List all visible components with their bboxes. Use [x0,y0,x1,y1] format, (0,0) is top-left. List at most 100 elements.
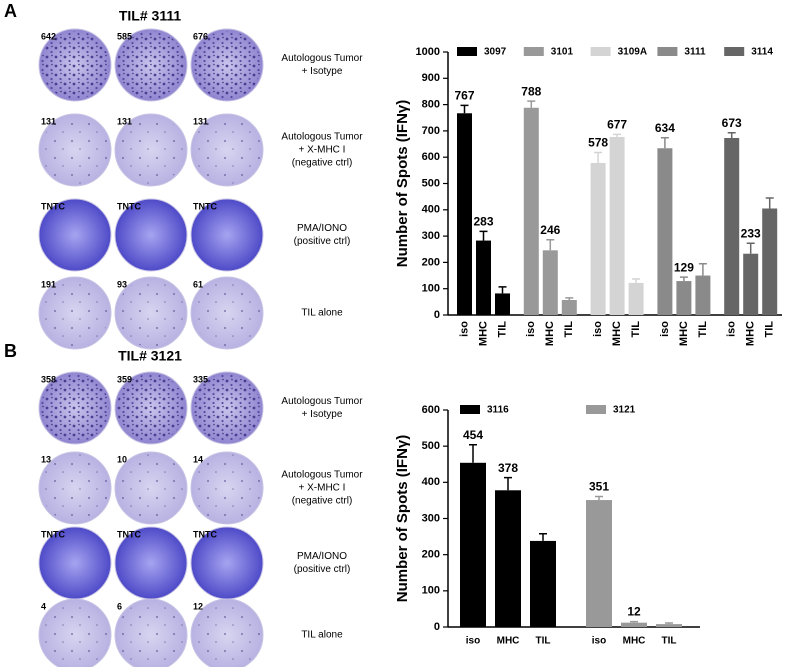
row-label: + Isotype [302,409,343,420]
legend-swatch [724,47,745,56]
error-bar [469,443,477,463]
y-tick-label: 300 [422,512,440,524]
well-spots [117,279,185,347]
bar [762,208,778,315]
error-bar [765,197,774,209]
x-tick-label: MHC [678,321,690,346]
error-bar [565,297,574,301]
error-bar [632,278,641,283]
x-tick-label: MHC [611,321,623,346]
error-bar [698,262,707,276]
row-label: (negative ctrl) [292,158,353,169]
value-label: 677 [607,117,627,131]
x-tick-label: iso [726,321,738,337]
x-tick-label: MHC [544,321,556,346]
x-tick-label: TIL [563,321,575,338]
panel-title: TIL# 3121 [118,348,182,364]
bar [542,250,558,315]
well-count: TNTC [117,529,141,539]
bar [724,138,740,315]
legend-swatch [523,47,544,56]
bar [695,275,711,315]
well-count: 358 [41,374,56,384]
value-label: 12 [627,605,641,619]
bar [457,113,472,316]
legend-swatch [590,47,611,56]
value-label: 788 [521,84,541,98]
bar [460,462,486,627]
value-label: 634 [655,121,675,135]
well-spots [41,454,109,522]
error-bar [594,151,603,163]
bar [495,293,510,315]
value-label: 129 [674,260,694,274]
row-label: (negative ctrl) [292,496,353,507]
bar [586,500,612,627]
well-count: 10 [117,454,127,464]
error-bar [727,131,736,139]
legend-label: 3097 [484,47,507,58]
well [190,198,264,272]
value-label: 351 [589,480,609,494]
x-tick-label: iso [592,321,604,337]
panel-label: B [4,341,17,361]
error-bar [665,622,673,625]
x-tick-label: TIL [764,321,776,338]
y-tick-label: 0 [434,621,440,633]
y-tick-label: 600 [422,404,440,416]
y-tick-label: 400 [422,204,440,216]
well-count: 93 [117,279,127,289]
x-tick-label: MHC [623,636,646,647]
well-spots [193,454,261,522]
error-bar [595,495,603,501]
legend-swatch [586,405,606,414]
well-spots [41,601,109,667]
bar [621,622,647,627]
well-count: 191 [41,279,56,289]
well-count: 359 [117,374,132,384]
row-label: Autologous Tumor [281,53,363,64]
bar [628,282,644,315]
value-label: 378 [498,461,518,475]
y-tick-label: 700 [422,125,440,137]
row-label: (positive ctrl) [294,236,351,247]
y-tick-label: 900 [422,72,440,84]
y-tick-label: 300 [422,230,440,242]
well-spots [117,454,185,522]
well-count: 131 [41,116,56,126]
well-spots [117,31,185,99]
error-bar [613,133,622,137]
row-label: TIL alone [301,308,343,319]
value-label: 283 [473,215,493,229]
y-axis-label: Number of Spots (IFNγ) [394,100,411,268]
well-count: TNTC [117,201,141,211]
well-count: TNTC [41,529,65,539]
y-tick-label: 500 [422,440,440,452]
error-bar [660,136,669,149]
y-tick-label: 200 [422,549,440,561]
well-count: 335 [193,374,208,384]
well-spots [193,279,261,347]
y-tick-label: 200 [422,256,440,268]
x-tick-label: TIL [496,321,508,338]
row-label: + X-MHC I [299,483,346,494]
well-count: 131 [193,116,208,126]
well-count: 4 [41,601,46,611]
well-count: 61 [193,279,203,289]
bar [523,107,539,315]
well-spots [41,31,109,99]
x-tick-label: TIL [662,636,677,647]
bar [530,540,556,627]
bar [609,136,625,315]
error-bar [746,242,755,254]
well-spots [117,116,185,184]
well-count: 131 [117,116,132,126]
legend-swatch [457,47,477,56]
error-bar [498,286,507,294]
bar [561,300,577,315]
well-count: 676 [193,31,208,41]
value-label: 673 [722,116,742,130]
x-tick-label: iso [592,636,606,647]
error-bar [460,104,469,114]
well-count: 13 [41,454,51,464]
